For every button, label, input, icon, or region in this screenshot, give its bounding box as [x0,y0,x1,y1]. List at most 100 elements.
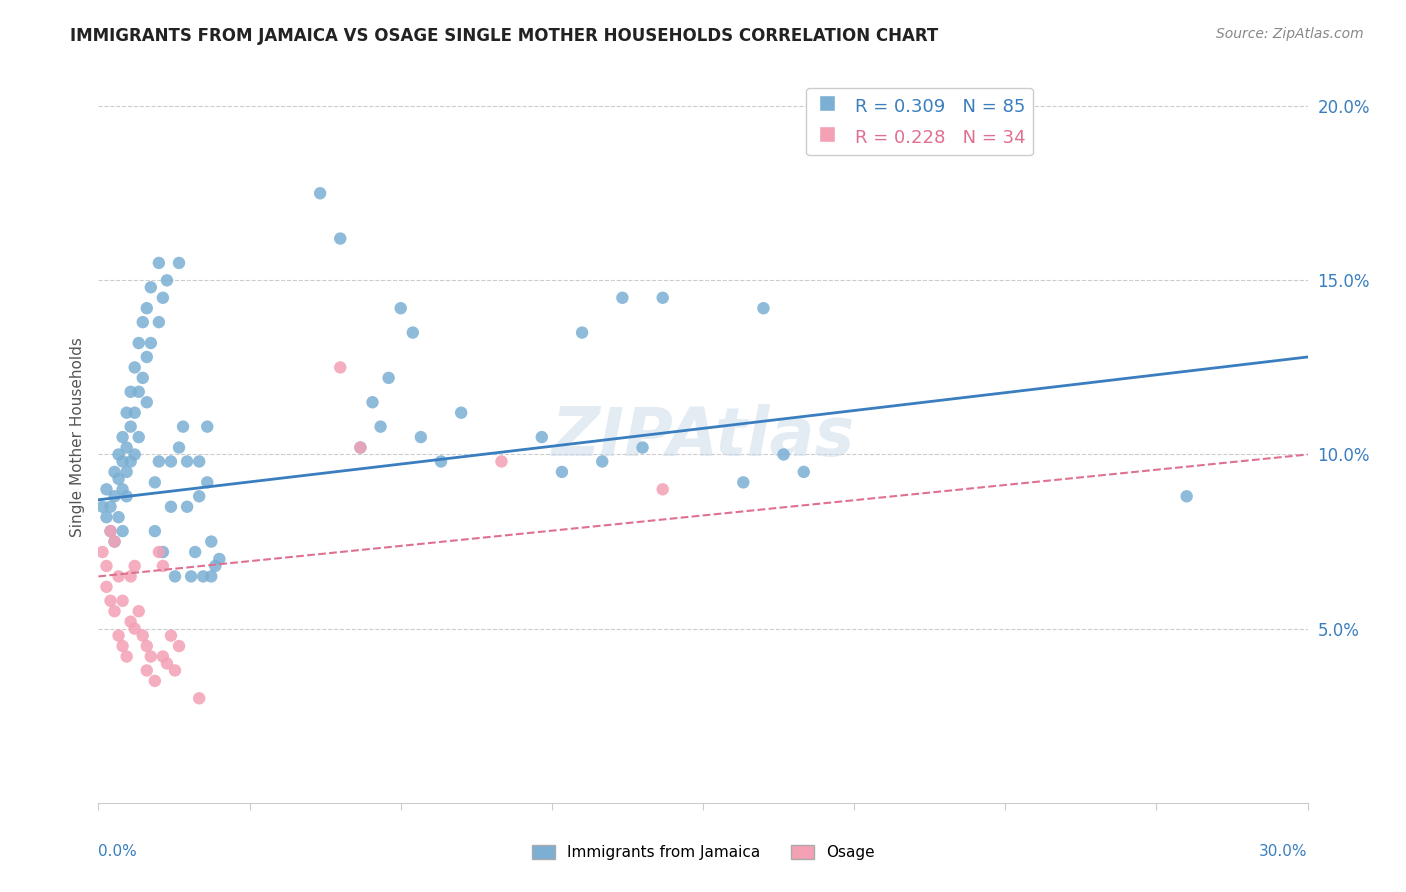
Point [143,524,166,538]
Point [152,649,174,664]
Point [124,448,146,462]
Point [107,472,129,486]
Point [115,406,138,420]
Point [107,510,129,524]
Point [103,465,125,479]
Point [111,483,134,497]
Legend: Immigrants from Jamaica, Osage: Immigrants from Jamaica, Osage [526,839,880,866]
Point [450,406,472,420]
Point [124,558,146,573]
Point [193,569,215,583]
Point [135,395,157,409]
Point [195,419,218,434]
Point [107,569,129,583]
Point [100,524,122,538]
Point [120,569,142,583]
Point [111,594,134,608]
Point [128,384,150,399]
Point [167,639,190,653]
Point [96,558,118,573]
Point [176,500,198,514]
Point [591,454,613,468]
Point [200,534,222,549]
Point [111,639,134,653]
Legend: R = 0.309   N = 85, R = 0.228   N = 34: R = 0.309 N = 85, R = 0.228 N = 34 [806,87,1032,155]
Point [430,454,453,468]
Point [128,604,150,618]
Point [389,301,412,316]
Point [124,622,146,636]
Point [651,291,673,305]
Point [148,256,170,270]
Point [132,629,155,643]
Point [651,483,673,497]
Point [349,441,371,455]
Point [120,454,142,468]
Point [132,371,155,385]
Point [124,406,146,420]
Point [120,615,142,629]
Point [167,256,190,270]
Point [793,465,815,479]
Point [370,419,392,434]
Point [115,441,138,455]
Point [195,475,218,490]
Point [128,430,150,444]
Point [100,594,122,608]
Point [124,360,146,375]
Point [100,524,122,538]
Point [188,489,211,503]
Point [180,569,202,583]
Point [120,384,142,399]
Point [128,336,150,351]
Point [103,534,125,549]
Point [530,430,553,444]
Point [188,454,211,468]
Point [148,454,170,468]
Point [148,315,170,329]
Point [160,454,183,468]
Point [167,441,190,455]
Point [111,430,134,444]
Point [402,326,425,340]
Point [377,371,399,385]
Point [571,326,593,340]
Point [204,558,226,573]
Point [329,360,352,375]
Point [139,649,162,664]
Point [156,273,179,287]
Point [152,291,174,305]
Point [135,350,157,364]
Point [103,489,125,503]
Point [309,186,332,201]
Point [96,510,118,524]
Point [152,558,174,573]
Text: ZIPAtlas: ZIPAtlas [551,404,855,470]
Point [152,545,174,559]
Point [115,465,138,479]
Point [111,524,134,538]
Point [409,430,432,444]
Point [139,336,162,351]
Text: IMMIGRANTS FROM JAMAICA VS OSAGE SINGLE MOTHER HOUSEHOLDS CORRELATION CHART: IMMIGRANTS FROM JAMAICA VS OSAGE SINGLE … [70,27,939,45]
Point [103,534,125,549]
Point [551,465,574,479]
Point [96,483,118,497]
Point [160,629,183,643]
Point [752,301,775,316]
Point [132,315,155,329]
Text: Source: ZipAtlas.com: Source: ZipAtlas.com [1216,27,1364,41]
Text: 0.0%: 0.0% [98,845,138,859]
Point [111,454,134,468]
Point [135,639,157,653]
Y-axis label: Single Mother Households: Single Mother Households [69,337,84,537]
Point [139,280,162,294]
Point [208,552,231,566]
Point [329,231,352,245]
Point [733,475,755,490]
Point [772,448,794,462]
Point [361,395,384,409]
Point [103,604,125,618]
Point [349,441,371,455]
Point [143,673,166,688]
